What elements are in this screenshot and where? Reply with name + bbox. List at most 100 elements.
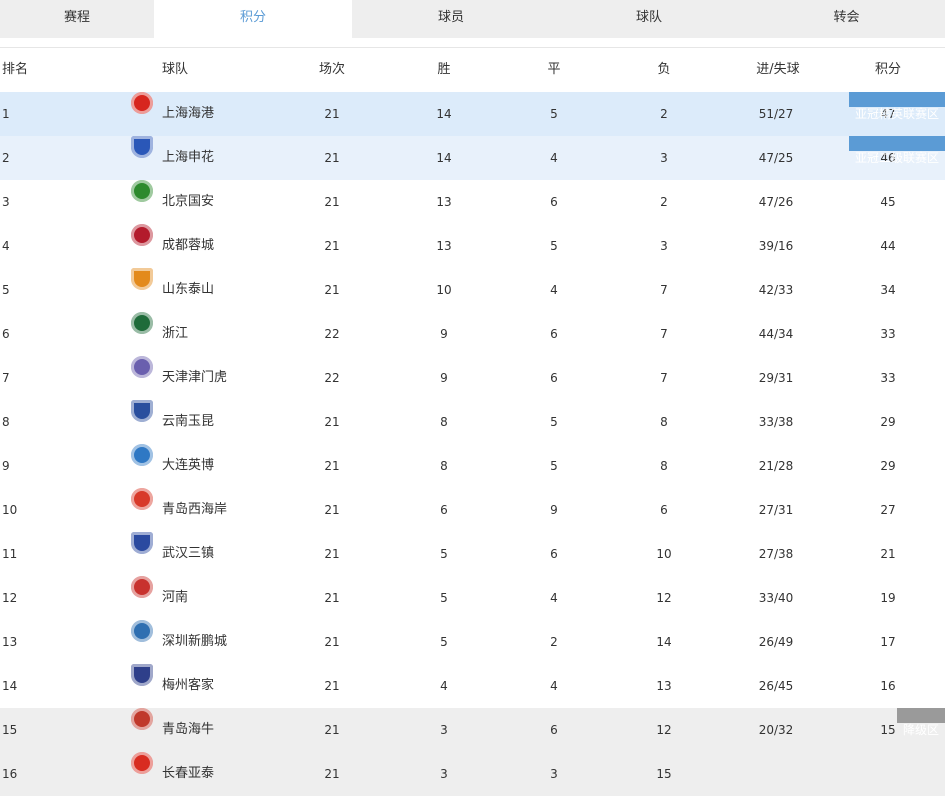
yunnan-yukun-logo-icon: [131, 400, 153, 422]
team-name[interactable]: 云南玉昆: [162, 414, 215, 429]
won-cell: 6: [440, 503, 448, 517]
drawn-cell: 6: [550, 371, 558, 385]
goals-cell: 47/26: [758, 195, 794, 209]
team-name[interactable]: 成都蓉城: [162, 238, 215, 253]
table-row[interactable]: 3 北京国安 21 13 6 2 47/26 45: [0, 180, 945, 224]
drawn-cell: 5: [550, 459, 558, 473]
table-row[interactable]: 2 上海申花 21 14 4 3 47/25 46 亚冠二级联赛区: [0, 136, 945, 180]
lost-cell: 3: [660, 239, 668, 253]
played-cell: 21: [324, 679, 340, 693]
table-row[interactable]: 16 长春亚泰 21 3 3 15: [0, 752, 945, 796]
played-cell: 21: [324, 151, 340, 165]
team-name[interactable]: 山东泰山: [162, 282, 215, 297]
played-cell: 21: [324, 459, 340, 473]
tab-teams[interactable]: 球队: [635, 10, 662, 25]
rank-cell: 6: [2, 327, 10, 341]
rank-cell: 4: [2, 239, 10, 253]
drawn-cell: 2: [550, 635, 558, 649]
team-name[interactable]: 长春亚泰: [162, 766, 215, 781]
team-name[interactable]: 梅州客家: [162, 678, 215, 693]
won-cell: 14: [436, 151, 452, 165]
team-name[interactable]: 北京国安: [162, 194, 215, 209]
lost-cell: 12: [656, 723, 672, 737]
points-cell: 45: [880, 195, 896, 209]
header-played: 场次: [318, 62, 345, 77]
played-cell: 21: [324, 239, 340, 253]
team-name[interactable]: 天津津门虎: [162, 370, 228, 385]
lost-cell: 14: [656, 635, 672, 649]
played-cell: 21: [324, 283, 340, 297]
drawn-cell: 5: [550, 239, 558, 253]
points-cell: 33: [880, 371, 896, 385]
table-row[interactable]: 14 梅州客家 21 4 4 13 26/45 16: [0, 664, 945, 708]
team-name[interactable]: 深圳新鹏城: [162, 634, 228, 649]
team-name[interactable]: 大连英博: [162, 458, 215, 473]
won-cell: 14: [436, 107, 452, 121]
team-name[interactable]: 青岛海牛: [162, 722, 215, 737]
played-cell: 21: [324, 547, 340, 561]
table-row[interactable]: 13 深圳新鹏城 21 5 2 14 26/49 17: [0, 620, 945, 664]
table-row[interactable]: 12 河南 21 5 4 12 33/40 19: [0, 576, 945, 620]
won-cell: 5: [440, 547, 448, 561]
tab-players[interactable]: 球员: [437, 10, 464, 25]
shanghai-shenhua-logo-icon: [131, 136, 153, 158]
points-cell: 19: [880, 591, 896, 605]
lost-cell: 7: [660, 283, 668, 297]
tab-schedule[interactable]: 赛程: [63, 10, 90, 25]
table-row[interactable]: 1 上海海港 21 14 5 2 51/27 47 亚冠精英联赛区: [0, 92, 945, 136]
table-row[interactable]: 5 山东泰山 21 10 4 7 42/33 34: [0, 268, 945, 312]
rank-cell: 11: [2, 547, 18, 561]
zhejiang-logo-icon: [131, 312, 153, 334]
won-cell: 13: [436, 239, 452, 253]
tab-bar: 赛程 积分 球员 球队 转会: [0, 0, 945, 38]
team-name[interactable]: 浙江: [162, 326, 189, 341]
table-row[interactable]: 4 成都蓉城 21 13 5 3 39/16 44: [0, 224, 945, 268]
team-name[interactable]: 上海海港: [162, 106, 215, 121]
points-cell: 17: [880, 635, 896, 649]
points-cell: 29: [880, 415, 896, 429]
team-name[interactable]: 青岛西海岸: [162, 502, 228, 517]
tianjin-jinmen-tiger-logo-icon: [131, 356, 153, 378]
rank-cell: 16: [2, 767, 18, 781]
played-cell: 21: [324, 767, 340, 781]
rank-cell: 13: [2, 635, 18, 649]
table-row[interactable]: 8 云南玉昆 21 8 5 8 33/38 29: [0, 400, 945, 444]
played-cell: 21: [324, 591, 340, 605]
won-cell: 3: [440, 767, 448, 781]
goals-cell: 27/31: [758, 503, 794, 517]
acl-zone-badge: 亚冠精英联赛区: [848, 92, 945, 121]
goals-cell: 44/34: [758, 327, 794, 341]
tab-transfers[interactable]: 转会: [833, 10, 860, 25]
lost-cell: 8: [660, 459, 668, 473]
tab-standings[interactable]: 积分: [154, 0, 352, 38]
team-name[interactable]: 武汉三镇: [162, 546, 215, 561]
table-row[interactable]: 10 青岛西海岸 21 6 9 6 27/31 27: [0, 488, 945, 532]
rank-cell: 9: [2, 459, 10, 473]
team-name[interactable]: 上海申花: [162, 150, 215, 165]
drawn-cell: 4: [550, 679, 558, 693]
points-cell: 16: [880, 679, 896, 693]
table-row[interactable]: 15 青岛海牛 21 3 6 12 20/32 15 降级区: [0, 708, 945, 752]
points-cell: 29: [880, 459, 896, 473]
header-points: 积分: [874, 62, 901, 77]
won-cell: 4: [440, 679, 448, 693]
team-name[interactable]: 河南: [162, 590, 189, 605]
header-team: 球队: [162, 62, 189, 77]
goals-cell: 20/32: [758, 723, 794, 737]
table-row[interactable]: 11 武汉三镇 21 5 6 10 27/38 21: [0, 532, 945, 576]
lost-cell: 7: [660, 371, 668, 385]
chengdu-rongcheng-logo-icon: [131, 224, 153, 246]
lost-cell: 2: [660, 195, 668, 209]
table-row[interactable]: 9 大连英博 21 8 5 8 21/28 29: [0, 444, 945, 488]
standings-table: 1 上海海港 21 14 5 2 51/27 47 亚冠精英联赛区 2 上海申花 21 14 4 3 47/2…: [0, 92, 945, 796]
header-lost: 负: [657, 62, 671, 77]
rank-cell: 2: [2, 151, 10, 165]
table-row[interactable]: 7 天津津门虎 22 9 6 7 29/31 33: [0, 356, 945, 400]
played-cell: 21: [324, 635, 340, 649]
rank-cell: 3: [2, 195, 10, 209]
drawn-cell: 6: [550, 723, 558, 737]
won-cell: 5: [440, 591, 448, 605]
rank-cell: 1: [2, 107, 10, 121]
drawn-cell: 6: [550, 547, 558, 561]
table-row[interactable]: 6 浙江 22 9 6 7 44/34 33: [0, 312, 945, 356]
